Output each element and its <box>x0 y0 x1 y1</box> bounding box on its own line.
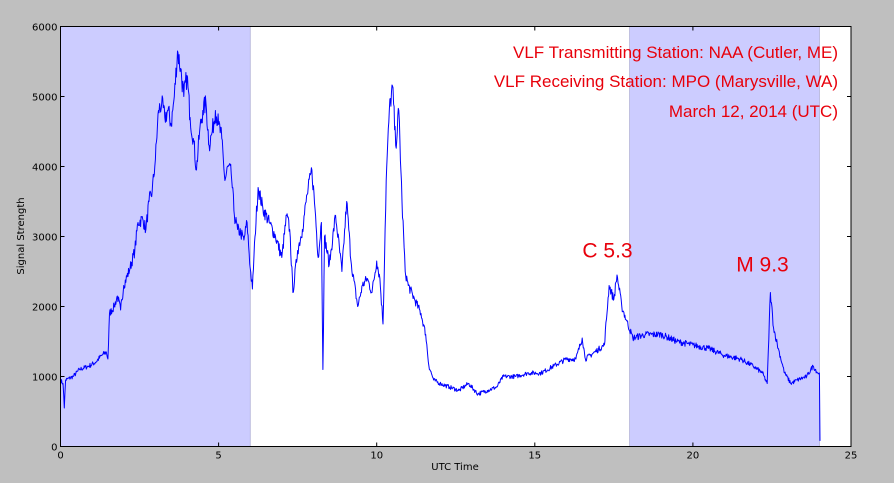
x-tick-label: 10 <box>370 451 383 462</box>
flare-annotation: C 5.3 <box>582 240 632 263</box>
x-tick-label: 15 <box>528 451 541 462</box>
x-tick-label: 5 <box>215 451 221 462</box>
title-line-receiver: VLF Receiving Station: MPO (Marysville, … <box>494 72 838 91</box>
flare-annotation: M 9.3 <box>736 254 789 277</box>
y-axis-label: Signal Strength <box>16 197 27 274</box>
y-tick-label: 5000 <box>32 93 57 104</box>
x-tick-label: 0 <box>57 451 63 462</box>
signal-series-line <box>60 50 821 441</box>
y-tick-label: 6000 <box>32 23 57 34</box>
y-tick-label: 1000 <box>32 373 57 384</box>
title-line-date: March 12, 2014 (UTC) <box>669 102 838 121</box>
shaded-region <box>60 26 251 447</box>
y-tick-label: 2000 <box>32 303 57 314</box>
title-line-transmitter: VLF Transmitting Station: NAA (Cutler, M… <box>513 43 838 62</box>
x-tick-label: 20 <box>687 451 700 462</box>
y-tick-label: 0 <box>51 443 57 454</box>
y-tick-label: 4000 <box>32 163 57 174</box>
y-tick-label: 3000 <box>32 233 57 244</box>
x-axis-label: UTC Time <box>431 462 478 473</box>
x-tick-label: 25 <box>845 451 858 462</box>
